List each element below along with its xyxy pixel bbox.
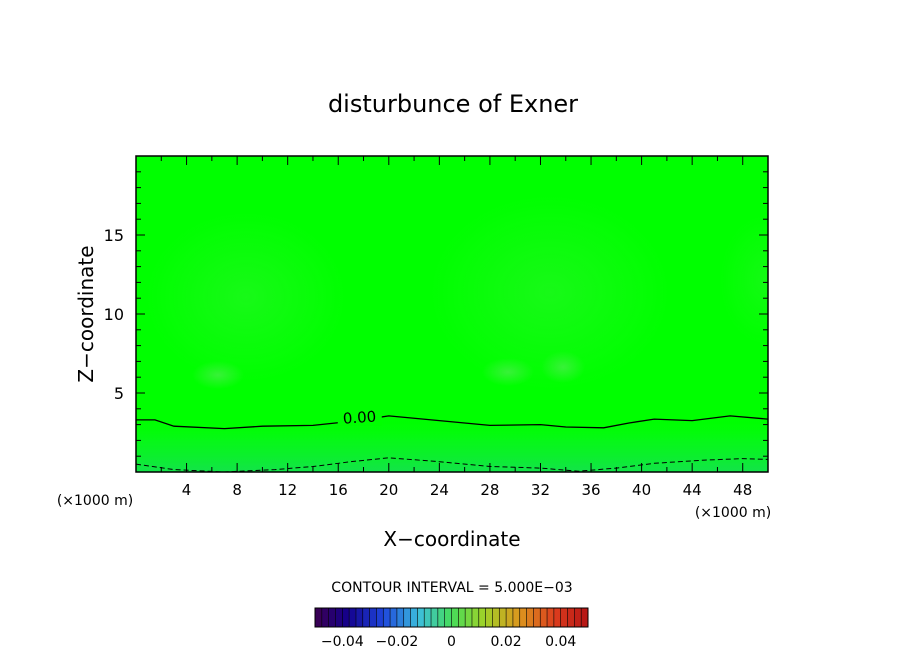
x-tick-label: 36: [581, 481, 600, 499]
colorbar-cell: [540, 608, 548, 627]
chart-title: disturbunce of Exner: [328, 90, 578, 118]
colorbar-cell: [369, 608, 377, 627]
colorbar-cell: [506, 608, 513, 627]
colorbar-cell: [512, 608, 520, 627]
heatmap-field: 0.00: [136, 156, 768, 472]
y-axis-unit: (×1000 m): [57, 493, 133, 509]
y-tick-label: 5: [114, 384, 124, 403]
field-light-region-right: [720, 215, 768, 345]
colorbar-cell: [362, 608, 370, 627]
field-light-spot-3: [541, 351, 585, 383]
x-tick-label: 20: [379, 481, 398, 499]
colorbar-cell: [499, 608, 507, 627]
colorbar-cell: [321, 608, 329, 627]
field-bottom-band: [136, 415, 768, 472]
colorbar-cell: [581, 608, 588, 627]
colorbar-cell: [315, 608, 322, 627]
x-tick-label: 16: [329, 481, 348, 499]
x-tick-label: 12: [278, 481, 297, 499]
colorbar-tick-label: 0: [447, 634, 456, 650]
x-tick-label: 4: [182, 481, 192, 499]
colorbar-cell: [417, 608, 425, 627]
colorbar-cell: [560, 608, 568, 627]
colorbar-cell: [547, 608, 554, 627]
colorbar-cell: [519, 608, 527, 627]
y-axis-label: Z−coordinate: [74, 245, 98, 382]
colorbar-cell: [383, 608, 391, 627]
colorbar-cell: [355, 608, 363, 627]
x-tick-label: 44: [683, 481, 702, 499]
colorbar-cell: [553, 608, 561, 627]
colorbar-cell: [471, 608, 479, 627]
x-tick-label: 40: [632, 481, 651, 499]
colorbar-cell: [478, 608, 486, 627]
colorbar-cell: [492, 608, 500, 627]
x-tick-label: 32: [531, 481, 550, 499]
colorbar-cell: [533, 608, 541, 627]
colorbar-cell: [335, 608, 343, 627]
colorbar-tick-label: −0.02: [375, 634, 418, 650]
colorbar: −0.04 −0.02 0 0.02 0.04: [314, 607, 589, 650]
x-tick-label: 28: [480, 481, 499, 499]
colorbar-tick-label: 0.04: [545, 634, 576, 650]
colorbar-cell: [526, 608, 534, 627]
x-tick-label: 8: [232, 481, 242, 499]
colorbar-cell: [574, 608, 582, 627]
y-tick-label: 15: [104, 226, 124, 245]
colorbar-cell: [437, 608, 445, 627]
x-tick-label: 48: [733, 481, 752, 499]
colorbar-cell: [396, 608, 404, 627]
colorbar-tick-label: 0.02: [491, 634, 522, 650]
colorbar-cell: [431, 608, 438, 627]
colorbar-cell: [444, 608, 452, 627]
colorbar-cell: [410, 608, 418, 627]
field-light-region-center: [430, 195, 670, 390]
contour-line-solid-0: [136, 415, 768, 430]
colorbar-cell: [485, 608, 493, 627]
x-axis-label: X−coordinate: [383, 527, 520, 551]
colorbar-frame: [314, 607, 589, 628]
colorbar-cell: [349, 608, 356, 627]
colorbar-cell: [465, 608, 472, 627]
contour-label: 0.00: [342, 408, 377, 428]
colorbar-cell: [458, 608, 466, 627]
colorbar-cell: [342, 608, 350, 627]
field-light-spot-2: [482, 358, 534, 386]
field-light-region-left: [146, 212, 346, 382]
contour-interval-text: CONTOUR INTERVAL = 5.000E−03: [331, 580, 572, 596]
colorbar-cell: [328, 608, 336, 627]
y-tick-label: 10: [104, 305, 124, 324]
x-axis-unit: (×1000 m): [695, 505, 771, 521]
colorbar-cell: [403, 608, 411, 627]
colorbar-cell: [376, 608, 384, 627]
contour-label-background: [337, 409, 382, 426]
colorbar-cell: [451, 608, 459, 627]
x-tick-label: 24: [430, 481, 449, 499]
field-light-spot-1: [192, 361, 244, 389]
colorbar-cell: [390, 608, 397, 627]
colorbar-tick-label: −0.04: [321, 634, 364, 650]
contour-line-dashed-1: [136, 457, 768, 472]
colorbar-cell: [567, 608, 575, 627]
colorbar-cell: [424, 608, 432, 627]
